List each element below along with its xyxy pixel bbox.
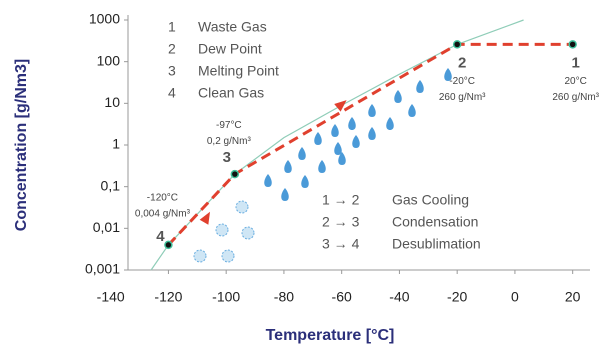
step-text: Waste Gas (198, 19, 267, 35)
droplet (338, 152, 346, 165)
x-tick-label: -40 (389, 289, 409, 305)
droplet (408, 104, 416, 117)
point-annotation: 260 g/Nm³ (552, 92, 599, 103)
point (568, 40, 577, 49)
point-label: 4 (156, 228, 165, 245)
droplet (284, 160, 292, 173)
point (452, 40, 462, 49)
droplet (318, 160, 326, 173)
step-text: Clean Gas (198, 85, 264, 101)
step-text: Melting Point (198, 63, 279, 79)
x-axis-label: Temperature [°C] (266, 327, 395, 344)
snowflake (241, 226, 255, 240)
droplet (334, 142, 342, 155)
droplet (394, 90, 402, 103)
droplet (386, 117, 394, 130)
x-tick-label: -100 (212, 289, 240, 305)
step-number: 4 (168, 85, 176, 101)
point-label: 1 (572, 54, 580, 71)
y-tick-label: 0,001 (85, 261, 120, 277)
process-label: 2 → 3 (322, 214, 360, 230)
arrow-head (199, 211, 210, 225)
y-tick-label: 1 (112, 136, 120, 152)
arrow-head (334, 100, 347, 112)
y-tick-label: 10 (104, 94, 120, 110)
step-number: 3 (168, 63, 176, 79)
droplet (301, 175, 309, 188)
process-label: 3 → 4 (322, 236, 360, 252)
point-annotation: 20°C (565, 76, 587, 87)
x-tick-label: 20 (565, 289, 581, 305)
droplet (281, 188, 289, 201)
snowflake (221, 249, 235, 263)
snowflake (235, 200, 249, 214)
process-line (167, 42, 573, 246)
droplet (416, 80, 424, 93)
process-text: Gas Cooling (392, 192, 469, 208)
point-annotation: -97°C (216, 120, 242, 131)
point-annotation: -120°C (147, 193, 178, 204)
droplet (368, 127, 376, 140)
x-tick-label: -20 (447, 289, 467, 305)
droplet (444, 68, 452, 81)
y-axis-label: Concentration [g/Nm3] (13, 59, 30, 231)
point-annotation: 0,2 g/Nm³ (207, 136, 252, 147)
process-text: Desublimation (392, 236, 481, 252)
y-tick-label: 100 (97, 52, 121, 68)
process-text: Condensation (392, 214, 478, 230)
x-tick-label: -60 (332, 289, 352, 305)
point-annotation: 0,004 g/Nm³ (135, 209, 191, 220)
droplet (298, 147, 306, 160)
droplet (264, 174, 272, 187)
point (230, 169, 240, 179)
droplet (368, 104, 376, 117)
droplet (348, 117, 356, 130)
step-number: 1 (168, 19, 176, 35)
point-annotation: 260 g/Nm³ (439, 92, 486, 103)
point (164, 240, 173, 250)
snowflake (215, 223, 229, 237)
point-label: 2 (458, 54, 466, 71)
process-label: 1 → 2 (322, 192, 360, 208)
step-text: Dew Point (198, 41, 262, 57)
droplet (331, 124, 339, 137)
x-tick-label: -140 (97, 289, 125, 305)
point-label: 3 (223, 149, 231, 166)
x-tick-label: 0 (511, 289, 519, 305)
step-number: 2 (168, 41, 176, 57)
x-tick-label: -120 (154, 289, 182, 305)
y-tick-label: 0,01 (93, 219, 120, 235)
y-tick-label: 1000 (89, 11, 120, 27)
snowflake (193, 249, 207, 263)
droplet (314, 132, 322, 145)
droplet (352, 135, 360, 148)
y-tick-label: 0,1 (101, 177, 121, 193)
point-annotation: -20°C (449, 76, 475, 87)
x-tick-label: -80 (274, 289, 294, 305)
